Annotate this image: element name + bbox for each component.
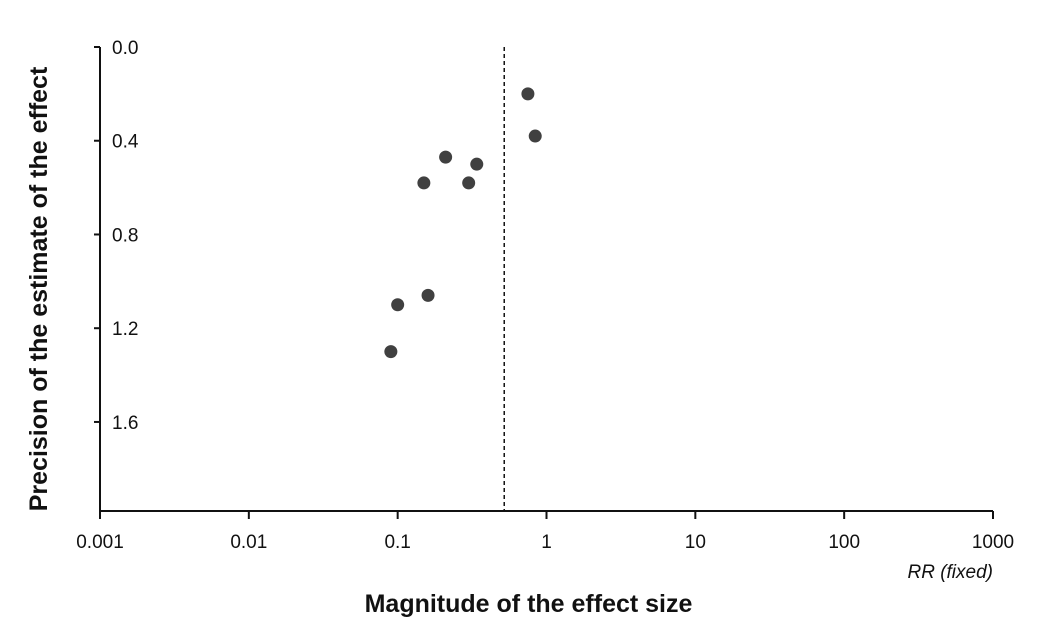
x-tick-label: 100 <box>828 532 860 553</box>
data-point <box>384 345 398 359</box>
y-tick-label: 1.6 <box>112 413 138 434</box>
x-tick-label: 1 <box>541 532 552 553</box>
data-point <box>521 87 535 101</box>
x-tick-label: 0.01 <box>230 532 267 553</box>
data-point <box>528 129 542 143</box>
annotation-rr-fixed: RR (fixed) <box>907 562 993 583</box>
data-point <box>462 176 476 190</box>
x-ticks: 0.001 0.01 0.1 1 10 100 1000 <box>76 511 1014 553</box>
x-tick-label: 1000 <box>972 532 1014 553</box>
data-point <box>391 298 405 312</box>
x-tick-label: 10 <box>685 532 706 553</box>
data-point <box>421 288 435 302</box>
y-tick-label: 0.0 <box>112 38 138 59</box>
data-point <box>439 150 453 164</box>
data-points <box>384 87 542 359</box>
x-tick-label: 0.1 <box>384 532 410 553</box>
data-point <box>470 157 484 171</box>
x-axis-title: Magnitude of the effect size <box>365 590 693 618</box>
y-tick-label: 1.2 <box>112 319 138 340</box>
y-tick-label: 0.8 <box>112 225 138 246</box>
data-point <box>417 176 431 190</box>
y-axis-title: Precision of the estimate of the effect <box>25 66 53 511</box>
x-tick-label: 0.001 <box>76 532 124 553</box>
axes <box>99 47 993 512</box>
y-ticks: 0.0 0.4 0.8 1.2 1.6 <box>94 38 139 434</box>
y-tick-label: 0.4 <box>112 132 139 153</box>
